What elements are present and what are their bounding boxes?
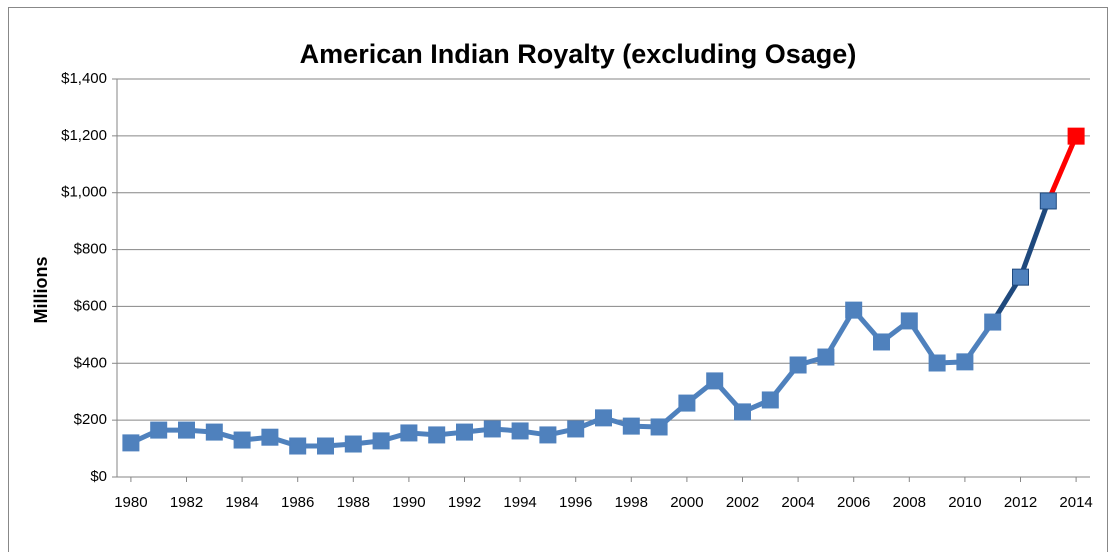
marker <box>428 426 446 444</box>
x-tick-label: 2012 <box>1004 494 1037 511</box>
marker <box>873 333 890 351</box>
x-tick-label: 1986 <box>281 494 314 511</box>
marker <box>456 423 473 441</box>
marker <box>150 421 168 439</box>
marker <box>122 434 140 452</box>
line-segment <box>1018 200 1051 279</box>
marker <box>1067 127 1085 145</box>
y-tick-label: $1,400 <box>61 70 107 87</box>
marker <box>511 422 529 440</box>
x-tick-label: 2002 <box>726 494 759 511</box>
marker <box>956 353 974 371</box>
marker <box>261 428 279 446</box>
x-tick-label: 1984 <box>225 494 258 511</box>
chart-title: American Indian Royalty (excluding Osage… <box>300 39 857 69</box>
marker <box>1012 268 1029 286</box>
x-tick-label: 2010 <box>948 494 981 511</box>
y-tick-label: $200 <box>74 411 107 428</box>
x-tick-label: 2014 <box>1059 494 1092 511</box>
x-tick-label: 1980 <box>114 494 147 511</box>
x-tick-label: 1990 <box>392 494 425 511</box>
marker <box>595 409 612 427</box>
marker <box>372 432 390 450</box>
x-tick-label: 2006 <box>837 494 870 511</box>
marker <box>567 420 585 438</box>
marker <box>734 403 751 421</box>
marker <box>483 420 501 438</box>
marker <box>205 423 223 441</box>
marker <box>400 424 418 442</box>
y-tick-label: $400 <box>74 354 107 371</box>
marker <box>706 372 724 390</box>
y-tick-label: $1,000 <box>61 184 107 201</box>
x-tick-label: 2008 <box>893 494 926 511</box>
marker <box>622 417 640 435</box>
x-tick-label: 1994 <box>503 494 536 511</box>
y-tick-label: $800 <box>74 241 107 258</box>
marker <box>233 431 251 449</box>
x-tick-label: 1998 <box>615 494 648 511</box>
marker <box>817 348 835 366</box>
marker <box>539 426 557 444</box>
marker <box>1039 192 1057 210</box>
x-tick-label: 2004 <box>781 494 814 511</box>
x-tick-label: 2000 <box>670 494 703 511</box>
marker <box>344 435 362 453</box>
y-tick-label: $600 <box>74 297 107 314</box>
marker <box>761 391 779 409</box>
marker <box>289 437 307 455</box>
marker <box>928 354 946 372</box>
x-tick-label: 1988 <box>337 494 370 511</box>
marker <box>984 313 1002 331</box>
marker <box>845 301 863 319</box>
marker <box>317 437 334 455</box>
marker <box>650 418 668 436</box>
y-tick-label: $1,200 <box>61 127 107 144</box>
x-tick-label: 1992 <box>448 494 481 511</box>
marker <box>900 312 918 330</box>
x-tick-label: 1982 <box>170 494 203 511</box>
marker <box>178 421 195 439</box>
x-tick-label: 1996 <box>559 494 592 511</box>
y-tick-label: $0 <box>90 468 107 485</box>
chart-border <box>8 7 1108 552</box>
marker <box>678 394 696 412</box>
line-segment <box>1046 135 1079 202</box>
y-axis-label: Millions <box>31 257 51 324</box>
marker <box>789 356 807 374</box>
